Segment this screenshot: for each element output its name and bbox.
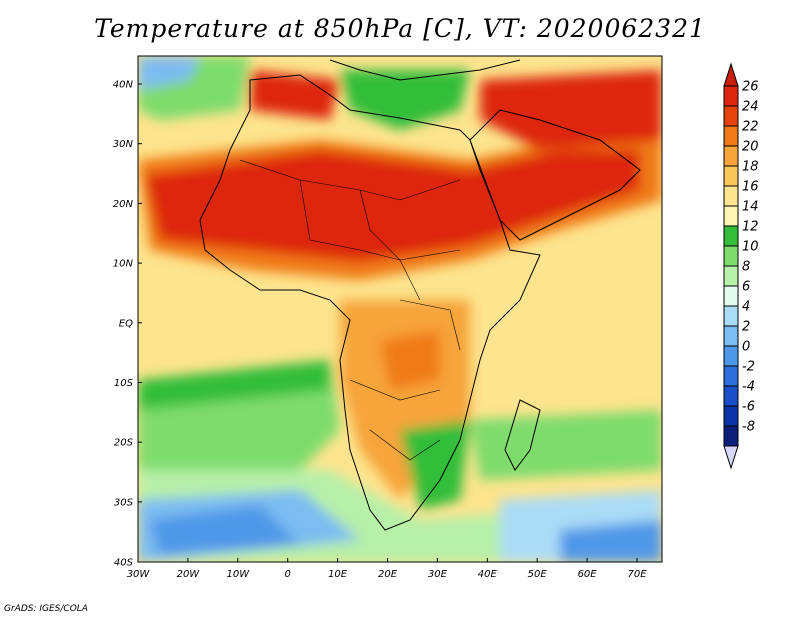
colorbar-swatch — [723, 85, 739, 107]
colorbar-swatch — [723, 185, 739, 207]
colorbar-label: 2 — [742, 320, 750, 335]
lon-label: 30W — [127, 569, 151, 580]
lon-label: 40E — [478, 569, 498, 580]
colorbar-swatch — [723, 405, 739, 427]
colorbar-label: -8 — [742, 420, 755, 435]
lat-label: 20N — [113, 199, 134, 210]
colorbar-swatch — [723, 205, 739, 227]
temperature-field — [138, 56, 662, 562]
lon-label: 60E — [578, 569, 598, 580]
colorbar-label: 24 — [742, 100, 759, 115]
colorbar-swatch — [723, 285, 739, 307]
lon-label: 20E — [378, 569, 398, 580]
map-frame — [137, 55, 663, 563]
lon-label: 0 — [285, 569, 291, 580]
colorbar-label: 20 — [742, 140, 759, 155]
lon-label: 70E — [627, 569, 647, 580]
colorbar-bottom-arrow — [723, 445, 739, 470]
colorbar-swatch — [723, 385, 739, 407]
colorbar-swatch — [723, 305, 739, 327]
colorbar-swatch — [723, 325, 739, 347]
lat-label: 10S — [114, 378, 134, 389]
longitude-labels: 30W 20W 10W 0 10E 20E 30E 40E 50E 60E 70E — [127, 558, 647, 580]
colorbar-label: 0 — [742, 340, 750, 355]
lon-label: 30E — [428, 569, 448, 580]
lat-label: 30S — [114, 497, 134, 508]
colorbar-label: 26 — [742, 80, 759, 95]
lat-label: 30N — [113, 139, 134, 150]
colorbar-swatch — [723, 165, 739, 187]
coastlines — [199, 59, 641, 531]
lat-label: 10N — [113, 259, 134, 270]
map-title: Temperature at 850hPa [C], VT: 202006232… — [94, 14, 706, 43]
colorbar-swatch — [723, 105, 739, 127]
colorbar-label: 10 — [742, 240, 759, 255]
colorbar-swatch — [723, 225, 739, 247]
colorbar-swatch — [723, 145, 739, 167]
lon-label: 20W — [177, 569, 201, 580]
colorbar-label: 16 — [742, 180, 759, 195]
grads-credit: GrADS: IGES/COLA — [4, 604, 88, 614]
colorbar-label: 12 — [742, 220, 759, 235]
colorbar-swatch — [723, 365, 739, 387]
colorbar-swatch — [723, 425, 739, 447]
colorbar-label: 14 — [742, 200, 759, 215]
latitude-labels: 40N 30N 20N 10N EQ 10S 20S 30S 40S — [113, 80, 142, 569]
colorbar-swatch — [723, 245, 739, 267]
lat-label: 20S — [114, 438, 134, 449]
lat-label: 40S — [114, 558, 134, 569]
lon-label: 10W — [226, 569, 250, 580]
colorbar-swatch — [723, 265, 739, 287]
lat-label: 40N — [113, 80, 134, 91]
colorbar-top-arrow — [723, 62, 739, 87]
colorbar-label: 6 — [742, 280, 750, 295]
lon-label: 10E — [328, 569, 348, 580]
country-borders — [239, 159, 461, 461]
colorbar-label: 22 — [742, 120, 759, 135]
colorbar-label: 4 — [742, 300, 750, 315]
lat-label: EQ — [119, 318, 133, 329]
colorbar-swatch — [723, 345, 739, 367]
colorbar-swatch — [723, 125, 739, 147]
colorbar-label: -2 — [742, 360, 755, 375]
colorbar-label: -6 — [742, 400, 755, 415]
lon-label: 50E — [528, 569, 548, 580]
colorbar-label: -4 — [742, 380, 755, 395]
colorbar-label: 18 — [742, 160, 759, 175]
colorbar-label: 8 — [742, 260, 750, 275]
